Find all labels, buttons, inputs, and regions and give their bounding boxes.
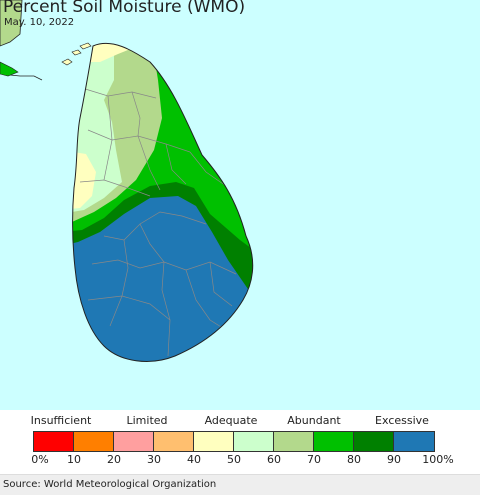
legend-tick-label: 100% xyxy=(422,453,454,466)
legend-swatch-0-10 xyxy=(34,432,74,451)
legend-tick-label: 40 xyxy=(187,453,201,466)
india-green-patch xyxy=(0,61,19,77)
legend-category-limited: Limited xyxy=(126,414,168,427)
legend-tick-label: 80 xyxy=(347,453,361,466)
island-small xyxy=(71,49,82,56)
legend-tick-label: 30 xyxy=(147,453,161,466)
legend-category-abundant: Abundant xyxy=(287,414,341,427)
legend-tick-label: 10 xyxy=(67,453,81,466)
india-mainland xyxy=(0,0,23,47)
zone-40-50-coast xyxy=(72,150,96,210)
legend-swatch-50-60 xyxy=(234,432,274,451)
island-small xyxy=(79,42,92,50)
legend-tick-label: 20 xyxy=(107,453,121,466)
legend-tick-label: 50 xyxy=(227,453,241,466)
legend-tick-label: 70 xyxy=(307,453,321,466)
legend-category-insufficient: Insufficient xyxy=(30,414,92,427)
source-text: Source: World Meteorological Organizatio… xyxy=(3,479,217,490)
legend-swatch-10-20 xyxy=(74,432,114,451)
legend-swatch-20-30 xyxy=(114,432,154,451)
island-zones xyxy=(72,43,253,362)
legend-category-excessive: Excessive xyxy=(375,414,429,427)
ocean xyxy=(0,0,480,410)
legend-tick-label: 0% xyxy=(31,453,49,466)
legend-swatch-30-40 xyxy=(154,432,194,451)
legend-color-bar xyxy=(33,431,435,452)
island-small xyxy=(61,58,73,66)
district-boundaries xyxy=(79,87,237,357)
legend-category-adequate: Adequate xyxy=(204,414,258,427)
legend-tick-label: 90 xyxy=(387,453,401,466)
legend-swatch-90-100 xyxy=(394,432,434,451)
source-footer: Source: World Meteorological Organizatio… xyxy=(0,474,480,495)
island-outline xyxy=(72,42,254,362)
legend-swatch-40-50 xyxy=(194,432,234,451)
map-date: May. 10, 2022 xyxy=(4,17,75,28)
legend-swatch-80-90 xyxy=(354,432,394,451)
legend-swatch-70-80 xyxy=(314,432,354,451)
legend-swatch-60-70 xyxy=(274,432,314,451)
map-title: Percent Soil Moisture (WMO) xyxy=(3,0,246,17)
soil-moisture-map xyxy=(0,0,480,410)
legend-tick-label: 60 xyxy=(267,453,281,466)
